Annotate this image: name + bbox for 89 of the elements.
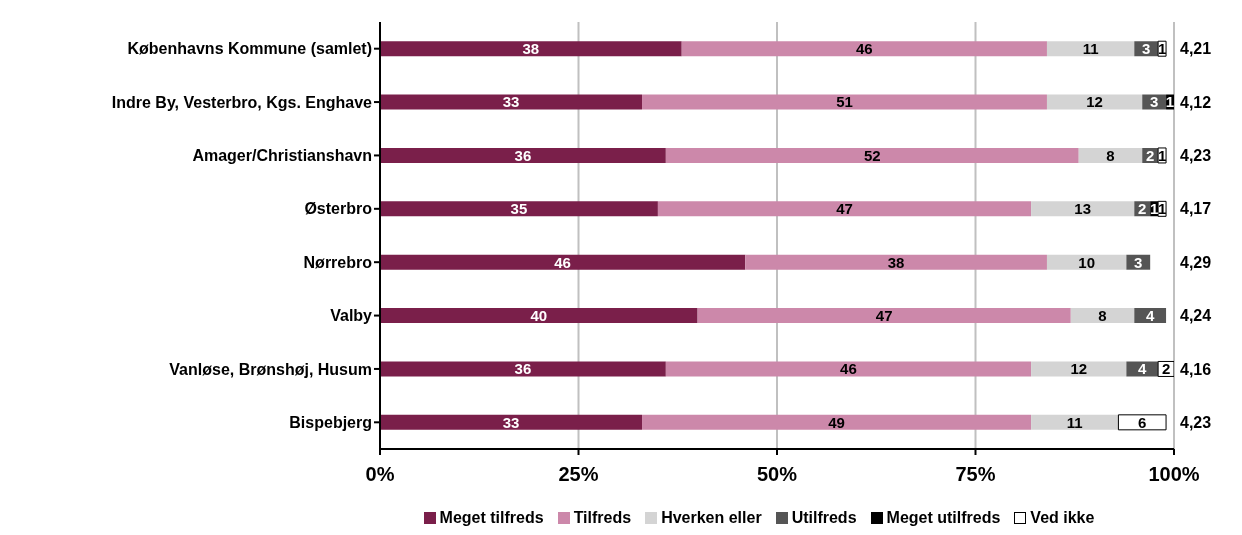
y-tick-label: Vanløse, Brønshøj, Husum — [169, 360, 372, 378]
text: 4,12 — [1180, 93, 1212, 111]
data-label: 8 — [1098, 306, 1107, 324]
data-label: 4 — [1146, 306, 1156, 324]
data-label: 11 — [1082, 40, 1099, 58]
bar — [380, 147, 666, 163]
x-tick-label: 100% — [1148, 463, 1200, 486]
data-label: 1 — [1149, 200, 1159, 218]
data-label: 36 — [514, 146, 532, 164]
data-label: 52 — [863, 146, 881, 164]
text: 4,17 — [1180, 200, 1212, 218]
data-label: 3 — [1149, 93, 1159, 111]
legend-label: Meget utilfreds — [886, 509, 1001, 527]
bar — [665, 147, 1079, 163]
legend-label: Meget tilfreds — [439, 509, 544, 527]
bar — [697, 308, 1071, 324]
bar — [1031, 361, 1127, 377]
data-label: 3 — [1134, 253, 1143, 271]
bar — [1070, 308, 1135, 324]
data-label: 47 — [875, 306, 893, 324]
data-label: 47 — [836, 200, 853, 218]
data-label: 33 — [502, 413, 520, 431]
legend-label: Ved ikke — [1030, 509, 1095, 527]
bar — [642, 414, 1032, 430]
data-label: 6 — [1138, 413, 1147, 431]
data-label: 46 — [856, 40, 873, 58]
bar — [380, 41, 682, 57]
text: 4,24 — [1180, 307, 1212, 325]
data-label: 1 — [1157, 40, 1167, 58]
y-tick-label: Valby — [330, 307, 373, 325]
bar — [380, 361, 666, 377]
text: 4,23 — [1180, 147, 1212, 165]
y-tick-label: Bispebjerg — [289, 413, 372, 431]
bar — [1046, 254, 1127, 270]
bar — [380, 254, 746, 270]
data-label: 11 — [1066, 413, 1083, 431]
bar — [1117, 414, 1167, 431]
data-label: 12 — [1070, 360, 1088, 378]
bar — [380, 414, 643, 430]
bar — [1046, 94, 1143, 110]
legend-label: Utilfreds — [791, 509, 857, 527]
data-label: 46 — [554, 253, 571, 271]
bar — [1078, 147, 1143, 163]
data-label: 10 — [1078, 253, 1095, 271]
bar — [380, 201, 658, 217]
data-label: 36 — [514, 360, 532, 378]
y-tick-label: Nørrebro — [303, 253, 373, 271]
data-label: 49 — [828, 413, 845, 431]
bar — [380, 94, 643, 110]
legend-label: Hverken eller — [661, 509, 762, 527]
data-label: 2 — [1138, 200, 1147, 218]
text: 4,21 — [1180, 40, 1212, 58]
x-tick-label: 25% — [558, 463, 599, 486]
data-label: 1 — [1165, 93, 1175, 111]
data-label: 33 — [502, 93, 520, 111]
data-label: 51 — [836, 93, 853, 111]
data-label: 2 — [1146, 146, 1155, 164]
data-label: 1 — [1157, 146, 1167, 164]
data-label: 2 — [1161, 360, 1171, 378]
data-label: 4 — [1138, 360, 1148, 378]
x-tick-label: 50% — [756, 463, 798, 486]
data-label: 38 — [887, 253, 905, 271]
x-tick-label: 0% — [365, 463, 395, 486]
bar — [1031, 414, 1119, 430]
data-label: 12 — [1086, 93, 1103, 111]
bar — [642, 94, 1047, 110]
legend-label: Tilfreds — [573, 509, 632, 527]
data-label: 3 — [1142, 40, 1151, 58]
y-tick-label: Københavns Kommune (samlet) — [127, 40, 372, 58]
bar — [745, 254, 1047, 270]
bar — [380, 308, 698, 324]
data-label: 46 — [840, 360, 857, 378]
y-tick-label: Amager/Christianshavn — [192, 147, 372, 165]
data-label: 40 — [530, 306, 548, 324]
y-tick-label: Østerbro — [304, 200, 373, 218]
data-label: 38 — [522, 40, 540, 58]
text: 4,23 — [1180, 413, 1212, 431]
bar — [1031, 201, 1135, 217]
data-label: 13 — [1074, 200, 1092, 218]
text: 4,16 — [1180, 360, 1212, 378]
data-label: 35 — [510, 200, 528, 218]
bar — [665, 361, 1032, 377]
data-label: 8 — [1106, 146, 1115, 164]
bar — [657, 201, 1032, 217]
bar — [1046, 41, 1135, 57]
y-tick-label: Indre By, Vesterbro, Kgs. Enghave — [111, 93, 373, 111]
text: 4,29 — [1180, 253, 1212, 271]
x-tick-label: 75% — [955, 463, 996, 486]
bar — [681, 41, 1047, 57]
